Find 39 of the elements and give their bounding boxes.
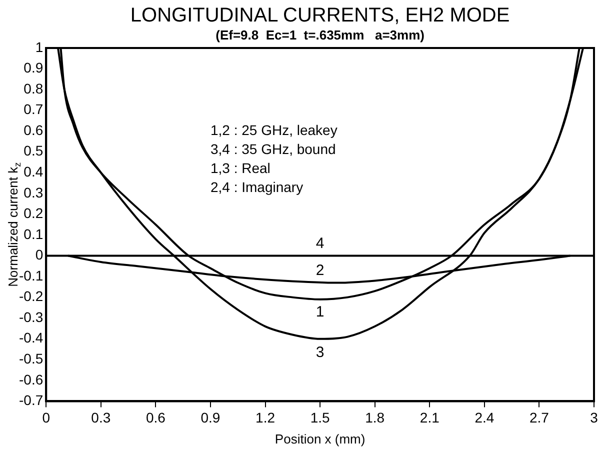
y-tick-label: 0.7 xyxy=(24,101,44,118)
x-tick-label: 3 xyxy=(590,409,598,426)
y-tick-label: -0.3 xyxy=(19,308,44,325)
x-tick-label: 0.3 xyxy=(91,409,111,426)
y-tick-label: 0.2 xyxy=(24,205,44,222)
y-tick-label: 0.9 xyxy=(24,60,44,76)
y-tick-label: 0.4 xyxy=(24,164,44,180)
y-tick-label: -0.4 xyxy=(19,330,44,346)
annotation: 1,2 : 25 GHz, leakey xyxy=(210,122,338,138)
y-tick-label: -0.7 xyxy=(19,392,44,408)
annotation: 1,3 : Real xyxy=(210,160,270,176)
x-tick-label: 1.8 xyxy=(365,409,385,426)
series-label: 2 xyxy=(316,262,324,279)
x-tick-label: 1.2 xyxy=(256,409,276,426)
y-tick-label: 0.3 xyxy=(24,184,44,200)
y-tick-label: -0.5 xyxy=(19,350,44,367)
y-tick-label: 0.1 xyxy=(24,226,44,242)
y-tick-label: 0.8 xyxy=(24,80,44,96)
y-tick-label: -0.6 xyxy=(19,371,44,388)
y-tick-label: -0.2 xyxy=(19,288,44,304)
series-label: 3 xyxy=(316,344,324,362)
annotation: 2,4 : Imaginary xyxy=(210,178,304,195)
y-tick-label: 0.6 xyxy=(24,122,44,138)
series-label: 4 xyxy=(316,234,324,252)
x-tick-label: 0.9 xyxy=(200,409,220,426)
series-label: 1 xyxy=(316,304,324,321)
x-axis-title: Position x (mm) xyxy=(274,432,366,447)
y-tick-label: 0.5 xyxy=(24,142,44,159)
chart-subtitle: (Ef=9.8 Ec=1 t=.635mm a=3mm) xyxy=(216,28,424,43)
chart-title: LONGITUDINAL CURRENTS, EH2 MODE xyxy=(130,4,510,27)
x-tick-label: 2.1 xyxy=(420,409,440,426)
y-tick-label: -0.1 xyxy=(19,267,44,284)
annotation: 3,4 : 35 GHz, bound xyxy=(210,140,336,157)
x-tick-label: 0.6 xyxy=(146,409,166,426)
x-tick-label: 2.4 xyxy=(474,409,494,426)
y-tick-label: 0 xyxy=(35,246,44,263)
y-tick-label: 1 xyxy=(35,38,44,55)
x-tick-label: 2.7 xyxy=(529,409,550,426)
x-tick-label: 1.5 xyxy=(310,409,330,426)
